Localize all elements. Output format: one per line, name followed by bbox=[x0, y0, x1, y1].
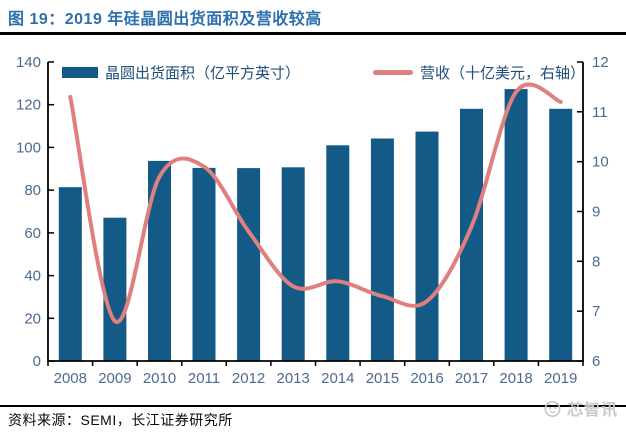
bar-2008 bbox=[58, 187, 82, 361]
bar-2013 bbox=[281, 167, 305, 361]
bar-2011 bbox=[192, 167, 216, 361]
svg-text:2008: 2008 bbox=[54, 370, 87, 387]
bar-2014 bbox=[326, 145, 350, 361]
bar-2018 bbox=[504, 89, 528, 361]
svg-text:7: 7 bbox=[592, 303, 600, 320]
svg-text:20: 20 bbox=[24, 310, 41, 327]
chart-area: 0 20 40 60 80 100 120 140 6 7 8 9 10 11 12 2008 2009 2010… bbox=[0, 40, 626, 390]
bar-2019 bbox=[549, 108, 573, 361]
source-note: 资料来源：SEMI，长江证券研究所 bbox=[8, 412, 233, 428]
axis-ticks bbox=[47, 61, 584, 366]
svg-text:12: 12 bbox=[592, 54, 609, 71]
svg-text:2016: 2016 bbox=[410, 370, 443, 387]
svg-text:60: 60 bbox=[24, 225, 41, 242]
svg-text:100: 100 bbox=[16, 139, 41, 156]
bar-2015 bbox=[370, 138, 394, 361]
footer-divider bbox=[0, 405, 626, 407]
xinzhixun-logo-icon bbox=[544, 400, 561, 417]
revenue-line bbox=[68, 82, 563, 324]
combo-chart: 0 20 40 60 80 100 120 140 6 7 8 9 10 11 12 2008 2009 2010… bbox=[16, 54, 609, 387]
svg-text:8: 8 bbox=[592, 253, 600, 270]
svg-text:40: 40 bbox=[24, 268, 41, 285]
title-divider bbox=[0, 32, 626, 35]
watermark-text: 芯智讯 bbox=[566, 402, 618, 419]
svg-text:2011: 2011 bbox=[188, 370, 220, 387]
svg-text:2009: 2009 bbox=[98, 370, 131, 387]
bar-2010 bbox=[148, 160, 171, 361]
svg-text:2014: 2014 bbox=[321, 370, 354, 387]
svg-text:2013: 2013 bbox=[277, 370, 310, 387]
svg-text:2012: 2012 bbox=[232, 370, 265, 387]
svg-text:2015: 2015 bbox=[366, 370, 399, 387]
bars-group bbox=[58, 89, 573, 361]
svg-text:2010: 2010 bbox=[143, 370, 176, 387]
svg-text:80: 80 bbox=[24, 182, 41, 199]
svg-text:9: 9 bbox=[592, 204, 600, 221]
watermark: 芯智讯 bbox=[543, 396, 618, 420]
y-axis-right-labels: 6 7 8 9 10 11 12 bbox=[592, 54, 609, 370]
bar-2017 bbox=[460, 108, 483, 361]
svg-text:2018: 2018 bbox=[499, 370, 532, 387]
svg-text:2017: 2017 bbox=[455, 370, 488, 387]
bar-2009 bbox=[103, 217, 127, 361]
svg-text:0: 0 bbox=[33, 353, 41, 370]
figure-title: 图 19：2019 年硅晶圆出货面积及营收较高 bbox=[8, 11, 322, 28]
bar-2012 bbox=[237, 168, 261, 361]
svg-text:120: 120 bbox=[16, 97, 41, 114]
svg-text:11: 11 bbox=[592, 104, 608, 121]
svg-text:10: 10 bbox=[592, 154, 609, 171]
svg-text:6: 6 bbox=[592, 353, 600, 370]
x-axis-labels: 2008 2009 2010 2011 2012 2013 2014 2015 2016 2017… bbox=[54, 370, 578, 387]
axes-frame bbox=[47, 62, 584, 362]
svg-text:2019: 2019 bbox=[544, 370, 577, 387]
svg-text:140: 140 bbox=[16, 54, 41, 71]
bar-2016 bbox=[415, 131, 439, 361]
y-axis-left-labels: 0 20 40 60 80 100 120 140 bbox=[16, 54, 41, 370]
